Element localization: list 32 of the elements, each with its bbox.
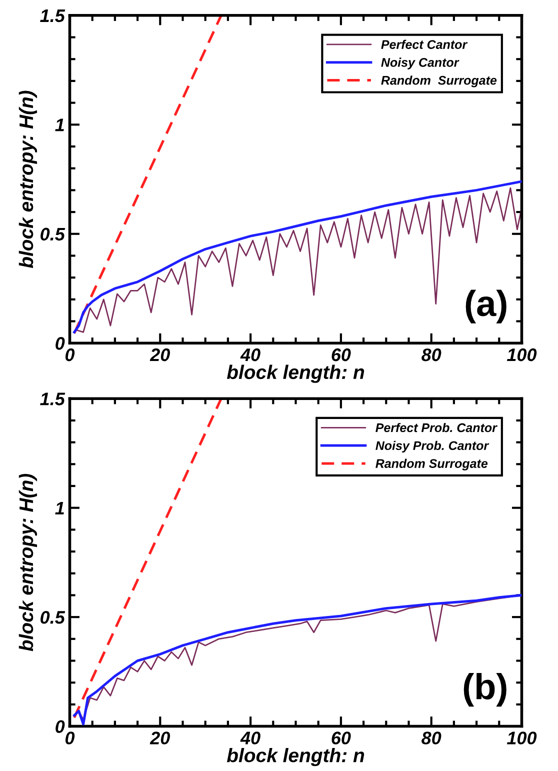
annotation: (b) <box>464 672 506 707</box>
x-tick-label: 40 <box>240 348 260 362</box>
legend-label: Noisy Prob. Cantor <box>376 440 490 453</box>
y-tick-label: 0 <box>56 337 65 350</box>
y-axis-title: block entropy: H(n) <box>18 90 38 268</box>
y-tick-label: 1.5 <box>40 10 66 22</box>
x-tick-label: 0 <box>65 732 75 744</box>
legend-label: Random Surrogate <box>381 76 497 88</box>
y-tick-label: 0.5 <box>40 610 66 624</box>
x-tick-label: 80 <box>422 732 442 744</box>
y-tick-label: 1 <box>55 118 64 132</box>
x-tick-label: 20 <box>150 348 170 362</box>
x-tick-label: 60 <box>332 732 351 744</box>
legend-label: Random Surrogate <box>376 458 488 470</box>
x-tick-label: 0 <box>65 348 75 362</box>
x-tick-label: 40 <box>240 732 260 744</box>
y-axis-title: block entropy: H(n) <box>18 474 38 652</box>
legend-label: Noisy Cantor <box>381 58 460 70</box>
legend-label: Perfect Cantor <box>381 40 468 49</box>
x-axis-title: block length: n <box>226 748 364 766</box>
legend-label: Perfect Prob. Cantor <box>376 422 498 432</box>
y-tick-label: 0.5 <box>40 228 66 241</box>
y-tick-label: 1.5 <box>40 392 66 406</box>
x-tick-label: 20 <box>150 732 170 744</box>
x-tick-label: 100 <box>506 348 537 362</box>
y-tick-label: 0 <box>56 720 65 733</box>
x-axis-title: block length: n <box>226 364 364 383</box>
y-tick-label: 1 <box>55 502 64 514</box>
annotation: (a) <box>466 290 506 324</box>
x-tick-label: 80 <box>422 348 442 362</box>
x-tick-label: 100 <box>506 732 537 744</box>
x-tick-label: 60 <box>332 348 351 362</box>
